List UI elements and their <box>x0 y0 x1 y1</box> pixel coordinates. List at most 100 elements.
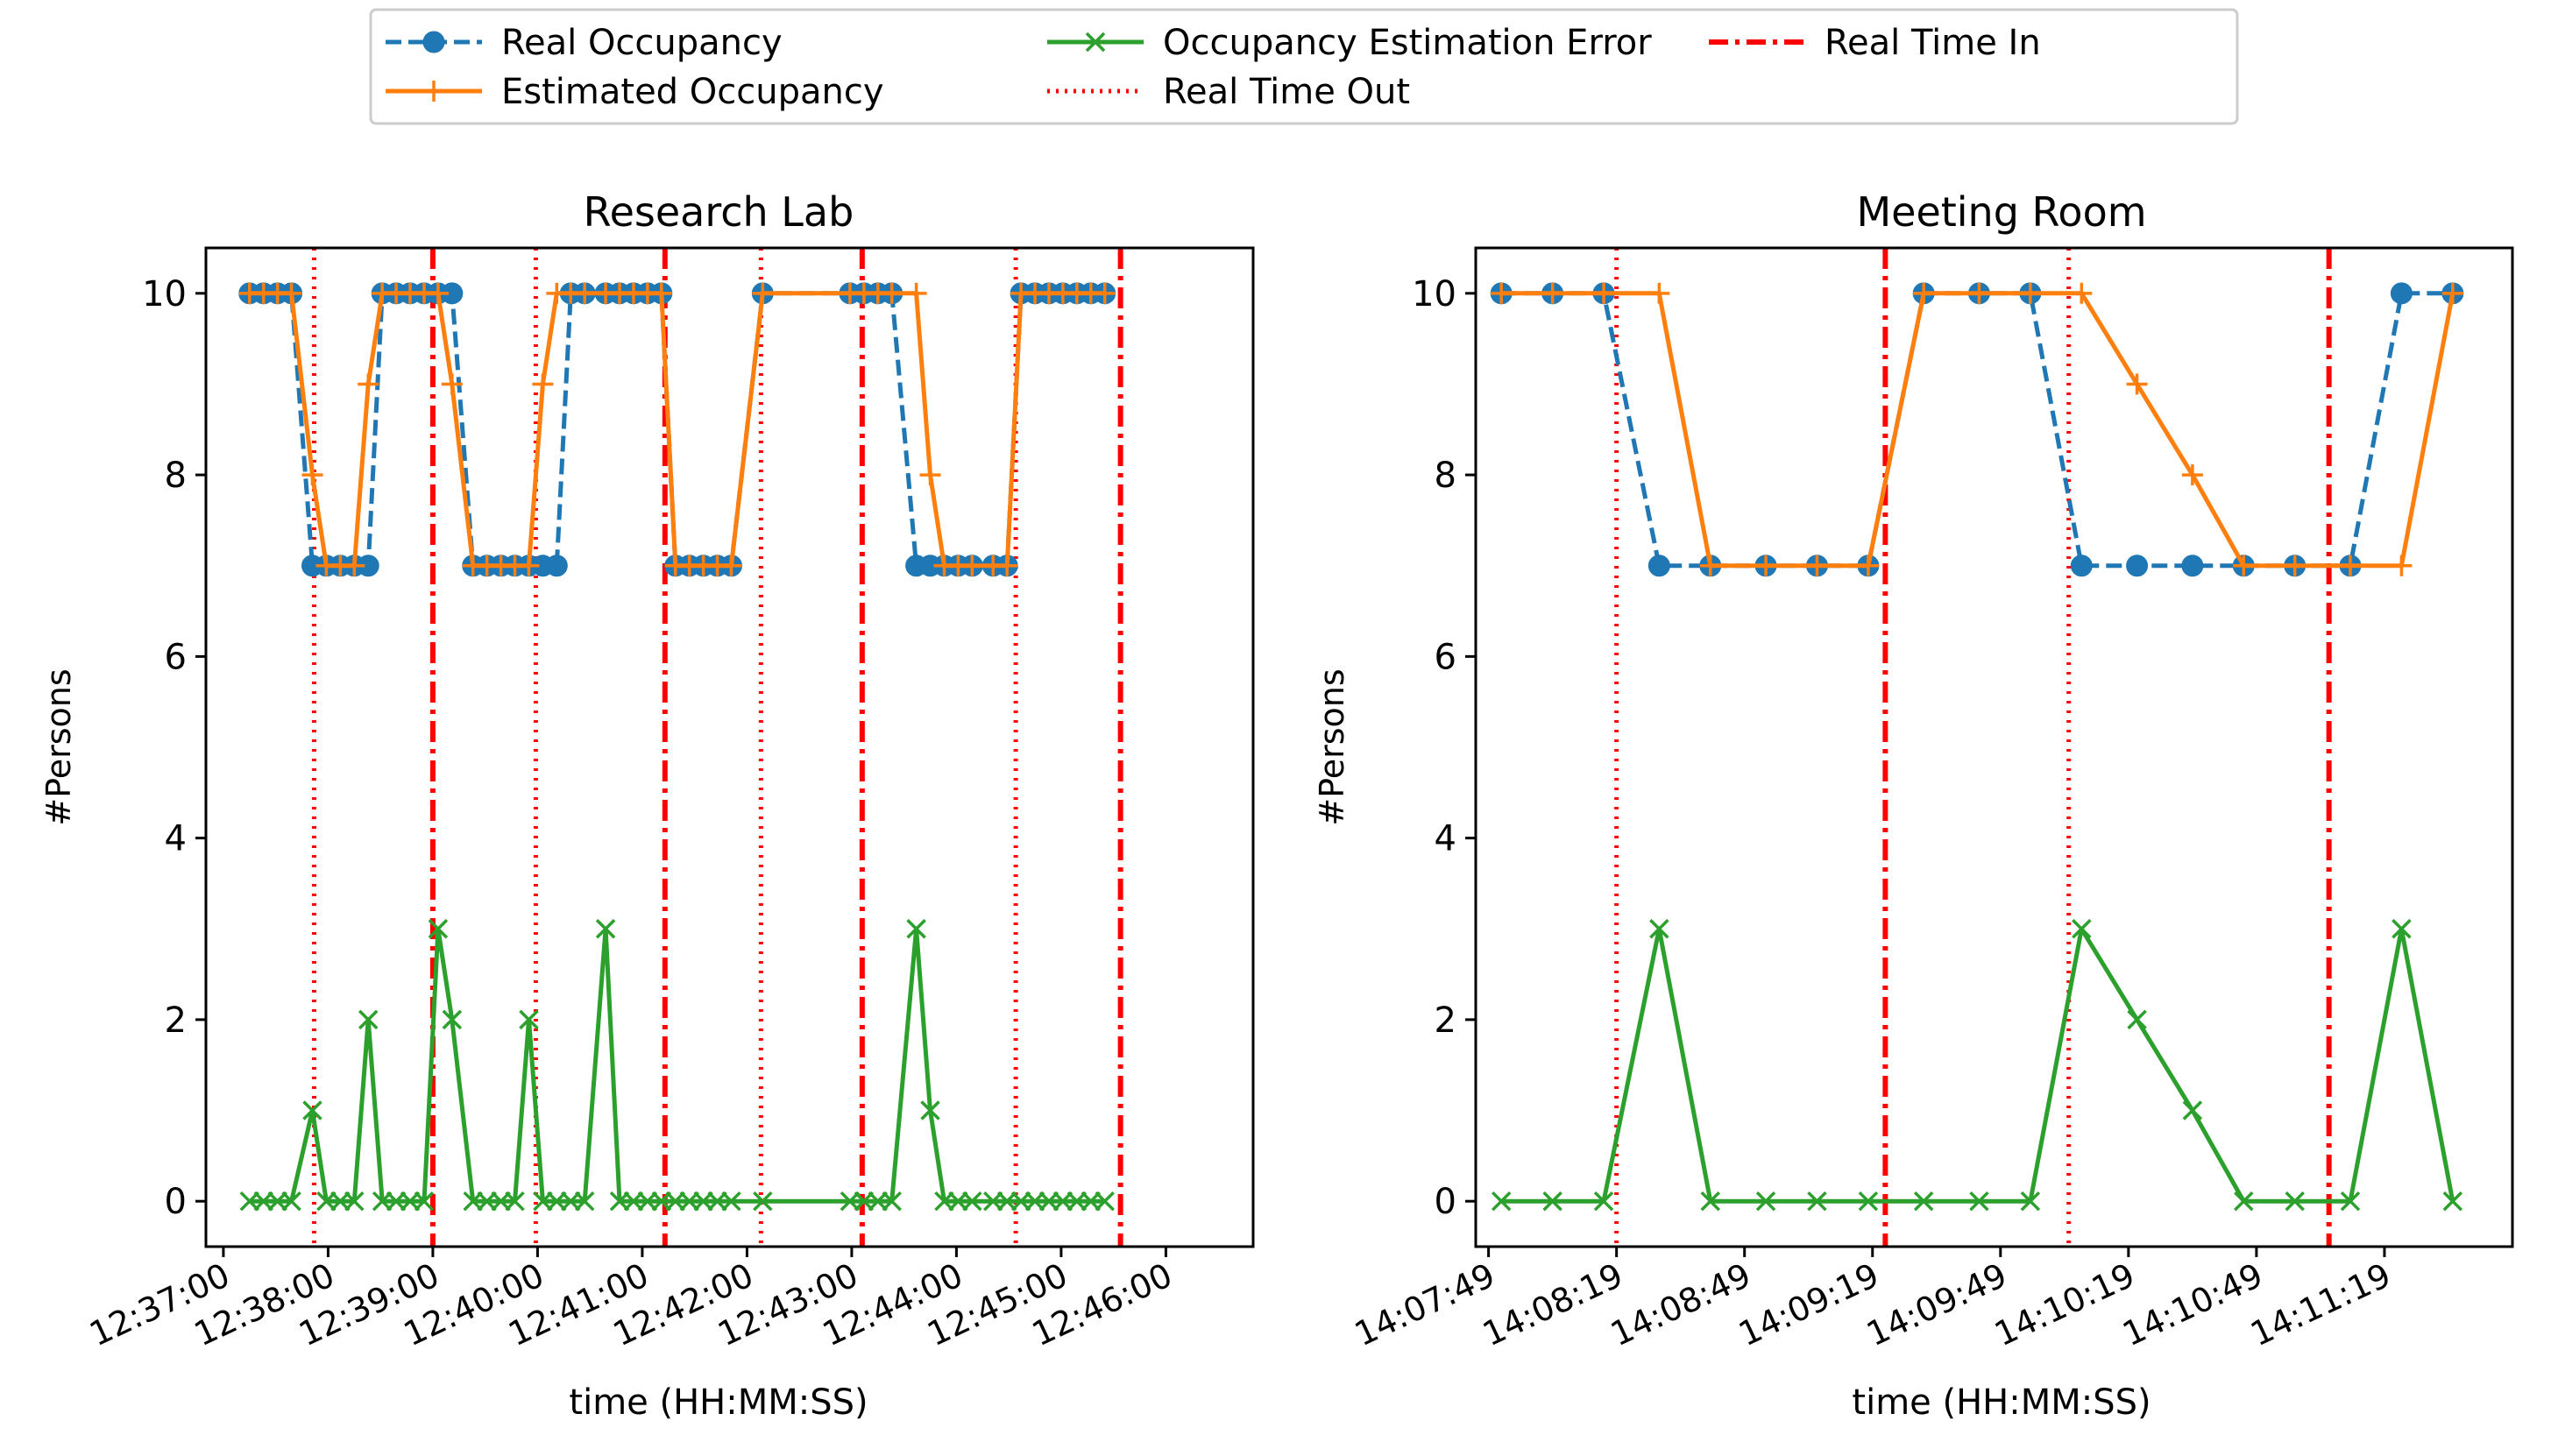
data-point-estimated-occupancy <box>1968 282 1990 304</box>
data-point-occupancy-estimation-error <box>854 1191 875 1212</box>
data-point-estimated-occupancy <box>1593 282 1615 304</box>
data-point-estimated-occupancy <box>344 555 365 576</box>
data-point-occupancy-estimation-error <box>721 1191 741 1212</box>
data-point-estimated-occupancy <box>961 555 983 576</box>
data-point-occupancy-estimation-error <box>1491 1191 1512 1212</box>
data-point-occupancy-estimation-error <box>996 1191 1017 1212</box>
y-tick-label-meeting-room: 8 <box>1435 456 1456 496</box>
data-point-occupancy-estimation-error <box>316 1191 337 1212</box>
data-point-occupancy-estimation-error <box>1807 1191 1827 1212</box>
data-point-occupancy-estimation-error <box>1593 1191 1614 1212</box>
data-point-occupancy-estimation-error <box>983 1191 1003 1212</box>
data-point-occupancy-estimation-error <box>906 919 926 939</box>
legend-label-estimated-occupancy: Estimated Occupancy <box>501 72 884 112</box>
data-point-estimated-occupancy <box>1699 555 1721 576</box>
data-point-occupancy-estimation-error <box>1095 1191 1115 1212</box>
legend-marker-plus <box>423 81 444 102</box>
data-point-occupancy-estimation-error <box>574 1191 595 1212</box>
data-point-real-occupancy <box>1647 555 1670 577</box>
y-tick-label-meeting-room: 2 <box>1435 1000 1456 1041</box>
data-point-estimated-occupancy <box>720 555 742 576</box>
data-point-estimated-occupancy <box>1755 555 1777 576</box>
data-point-occupancy-estimation-error <box>463 1191 483 1212</box>
data-point-estimated-occupancy <box>919 464 941 486</box>
y-tick-label-research-lab: 4 <box>165 819 187 859</box>
data-point-occupancy-estimation-error <box>1969 1191 1989 1212</box>
data-point-occupancy-estimation-error <box>2391 919 2412 939</box>
x-axis-label-meeting-room: time (HH:MM:SS) <box>1852 1382 2151 1423</box>
data-point-estimated-occupancy <box>2019 282 2041 304</box>
data-point-occupancy-estimation-error <box>637 1191 658 1212</box>
data-point-occupancy-estimation-error <box>281 1191 301 1212</box>
data-point-occupancy-estimation-error <box>239 1191 260 1212</box>
data-point-occupancy-estimation-error <box>651 1191 672 1212</box>
data-point-occupancy-estimation-error <box>753 1191 773 1212</box>
y-tick-label-meeting-room: 4 <box>1435 819 1456 859</box>
data-point-real-occupancy <box>2390 282 2413 305</box>
data-point-occupancy-estimation-error <box>707 1191 727 1212</box>
data-point-estimated-occupancy <box>2233 555 2255 576</box>
data-point-real-occupancy <box>2181 555 2204 577</box>
data-point-occupancy-estimation-error <box>533 1191 553 1212</box>
data-point-real-occupancy <box>545 555 568 577</box>
legend-entry-real-occupancy: Real Occupancy <box>386 23 783 63</box>
data-point-occupancy-estimation-error <box>1700 1191 1720 1212</box>
data-point-estimated-occupancy <box>2126 373 2148 395</box>
data-point-occupancy-estimation-error <box>1052 1191 1074 1212</box>
y-tick-label-research-lab: 6 <box>165 637 187 677</box>
data-point-occupancy-estimation-error <box>302 1100 322 1120</box>
data-point-occupancy-estimation-error <box>547 1191 567 1212</box>
data-point-occupancy-estimation-error <box>400 1191 421 1212</box>
data-point-occupancy-estimation-error <box>372 1191 393 1212</box>
legend-entry-real-time-out: Real Time Out <box>1047 72 1410 112</box>
data-point-occupancy-estimation-error <box>358 1009 379 1030</box>
data-point-estimated-occupancy <box>752 282 774 304</box>
data-point-occupancy-estimation-error <box>2127 1009 2147 1030</box>
data-point-estimated-occupancy <box>427 282 449 304</box>
data-point-occupancy-estimation-error <box>1024 1191 1045 1212</box>
data-point-estimated-occupancy <box>2181 464 2203 486</box>
data-point-occupancy-estimation-error <box>1081 1191 1102 1212</box>
data-point-estimated-occupancy <box>280 282 302 304</box>
data-point-estimated-occupancy <box>881 282 903 304</box>
y-axis-label-research-lab: #Persons <box>39 668 78 825</box>
data-point-occupancy-estimation-error <box>2182 1100 2203 1120</box>
data-point-occupancy-estimation-error <box>882 1191 902 1212</box>
data-point-occupancy-estimation-error <box>1858 1191 1879 1212</box>
data-point-real-occupancy <box>2070 555 2093 577</box>
data-point-occupancy-estimation-error <box>519 1009 539 1030</box>
data-point-occupancy-estimation-error <box>595 919 616 939</box>
y-tick-label-research-lab: 10 <box>142 274 187 315</box>
data-point-estimated-occupancy <box>1857 555 1879 576</box>
data-point-estimated-occupancy <box>650 282 672 304</box>
y-tick-label-research-lab: 2 <box>165 1000 187 1041</box>
data-point-estimated-occupancy <box>905 282 927 304</box>
data-point-estimated-occupancy <box>996 555 1018 576</box>
y-axis-label-meeting-room: #Persons <box>1313 668 1351 825</box>
legend-label-real-time-in: Real Time In <box>1825 23 2041 63</box>
data-point-estimated-occupancy <box>2284 555 2306 576</box>
data-point-occupancy-estimation-error <box>1649 919 1669 939</box>
data-point-occupancy-estimation-error <box>330 1191 351 1212</box>
data-point-occupancy-estimation-error <box>623 1191 644 1212</box>
data-point-occupancy-estimation-error <box>428 919 449 939</box>
data-point-estimated-occupancy <box>1541 282 1563 304</box>
data-point-estimated-occupancy <box>2441 282 2463 304</box>
y-tick-label-meeting-room: 10 <box>1412 274 1456 315</box>
legend-marker-circle <box>422 31 445 53</box>
data-point-occupancy-estimation-error <box>442 1009 463 1030</box>
data-point-estimated-occupancy <box>301 464 323 486</box>
data-point-occupancy-estimation-error <box>386 1191 407 1212</box>
data-point-occupancy-estimation-error <box>920 1100 940 1120</box>
data-point-occupancy-estimation-error <box>1913 1191 1934 1212</box>
data-point-occupancy-estimation-error <box>1066 1191 1088 1212</box>
data-point-occupancy-estimation-error <box>344 1191 365 1212</box>
data-point-occupancy-estimation-error <box>2285 1191 2305 1212</box>
data-point-occupancy-estimation-error <box>693 1191 713 1212</box>
data-point-occupancy-estimation-error <box>609 1191 630 1212</box>
data-point-occupancy-estimation-error <box>1755 1191 1776 1212</box>
legend-entry-real-time-in: Real Time In <box>1709 23 2041 63</box>
data-point-estimated-occupancy <box>1648 282 1670 304</box>
data-point-occupancy-estimation-error <box>253 1191 273 1212</box>
